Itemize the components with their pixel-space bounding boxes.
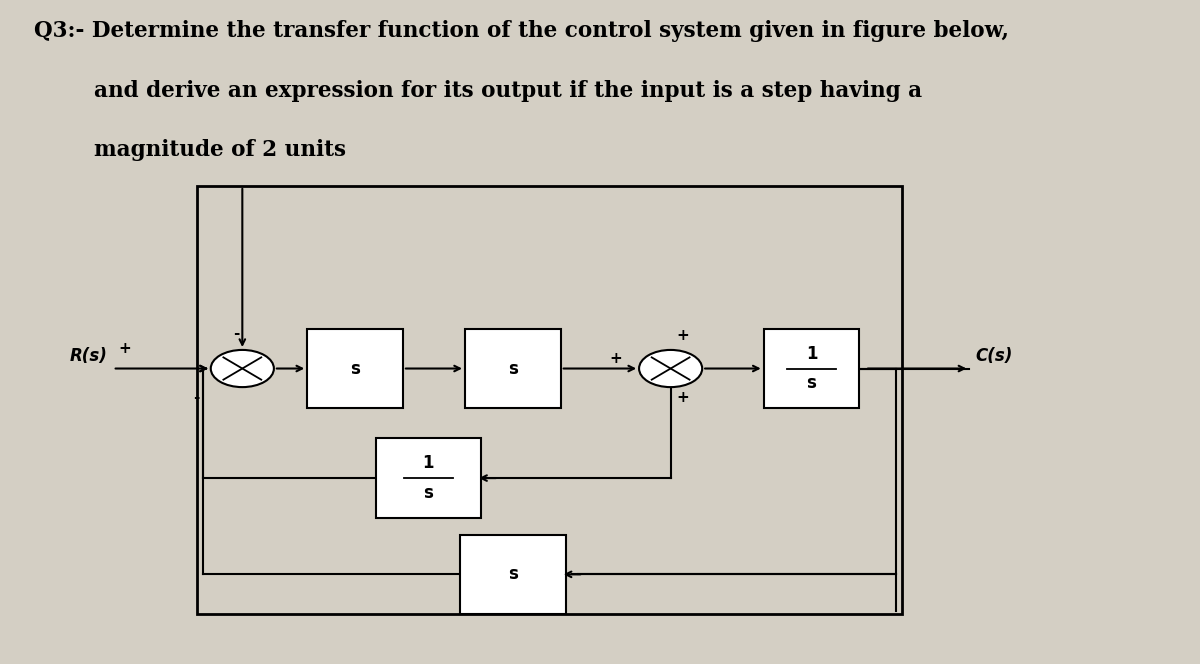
Text: -: - xyxy=(193,390,199,406)
Text: +: + xyxy=(677,328,689,343)
Bar xyxy=(197,186,901,614)
Text: s: s xyxy=(806,374,816,392)
Bar xyxy=(460,535,565,614)
Text: +: + xyxy=(610,351,622,366)
Bar xyxy=(464,329,560,408)
Text: magnitude of 2 units: magnitude of 2 units xyxy=(34,139,346,161)
Circle shape xyxy=(640,350,702,387)
Bar xyxy=(376,438,481,518)
Text: +: + xyxy=(119,341,131,356)
Text: C(s): C(s) xyxy=(974,347,1013,365)
Text: and derive an expression for its output if the input is a step having a: and derive an expression for its output … xyxy=(34,80,922,102)
Text: s: s xyxy=(508,359,517,378)
Text: Q3:- Determine the transfer function of the control system given in figure below: Q3:- Determine the transfer function of … xyxy=(34,20,1009,42)
Circle shape xyxy=(211,350,274,387)
Text: +: + xyxy=(677,390,689,406)
Text: s: s xyxy=(350,359,360,378)
Bar xyxy=(307,329,403,408)
Bar xyxy=(763,329,859,408)
Text: s: s xyxy=(424,483,433,502)
Text: s: s xyxy=(508,565,517,584)
Text: 1: 1 xyxy=(422,454,434,473)
Text: -: - xyxy=(234,326,240,341)
Text: R(s): R(s) xyxy=(70,347,107,365)
Text: 1: 1 xyxy=(805,345,817,363)
